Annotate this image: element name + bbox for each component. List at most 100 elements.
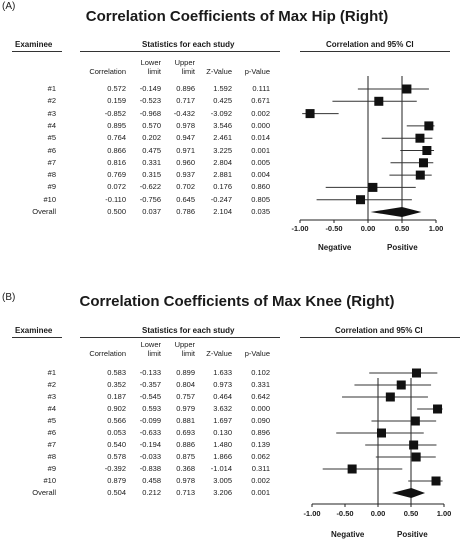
panel-b: (B) Correlation Coefficients of Max Knee… [0, 284, 474, 548]
effect-marker [415, 170, 425, 180]
examinee-label: #3 [47, 392, 56, 401]
column-header-z-value: Z-Value [206, 349, 232, 358]
effect-marker [396, 380, 406, 390]
lower-limit-cell: -0.838 [139, 464, 161, 473]
correlation-cell: 0.500 [107, 207, 126, 216]
column-header-z-value: Z-Value [206, 67, 232, 76]
examinee-label: #5 [47, 416, 56, 425]
upper-limit-cell: 0.978 [176, 120, 195, 130]
correlation-cell: 0.816 [107, 157, 126, 167]
chart-title: Correlation Coefficients of Max Hip (Rig… [85, 8, 389, 25]
z-value-cell: -1.014 [210, 464, 232, 473]
header-plot: Correlation and 95% CI [326, 40, 414, 49]
p-value-cell: 0.896 [251, 428, 270, 437]
correlation-cell: -0.852 [104, 108, 126, 118]
upper-limit-cell: 0.960 [176, 157, 195, 167]
header-rule [12, 337, 62, 338]
z-value-cell: 3.005 [213, 476, 232, 485]
panel-label: (A) [2, 1, 16, 12]
header-stats: Statistics for each study [142, 40, 235, 49]
lower-limit-cell: 0.593 [142, 404, 161, 413]
examinee-label: #8 [47, 170, 56, 180]
lower-limit-cell: -0.622 [139, 182, 161, 192]
correlation-cell: 0.566 [107, 416, 126, 425]
z-value-cell: 1.697 [213, 416, 232, 425]
z-value-cell: -3.092 [210, 108, 232, 118]
p-value-cell: 0.805 [251, 194, 270, 204]
effect-marker [356, 195, 366, 205]
examinee-label: #1 [47, 368, 56, 377]
header-rule [80, 337, 280, 338]
p-value-cell: 0.671 [251, 96, 270, 106]
x-tick-label: 0.50 [403, 509, 419, 518]
p-value-cell: 0.311 [251, 464, 270, 473]
examinee-label: #4 [47, 404, 56, 413]
examinee-label: #4 [47, 120, 56, 130]
forest-plot [311, 368, 445, 507]
correlation-cell: 0.187 [107, 392, 126, 401]
header-rule [12, 51, 62, 52]
upper-limit-cell: 0.899 [176, 368, 195, 377]
upper-limit-cell: 0.978 [176, 476, 195, 485]
p-value-cell: 0.000 [251, 404, 270, 413]
upper-limit-cell: 0.713 [176, 488, 195, 497]
lower-limit-cell: -0.545 [139, 392, 161, 401]
lower-limit-cell: -0.149 [139, 84, 161, 93]
effect-marker [411, 368, 421, 378]
correlation-cell: -0.110 [105, 194, 126, 204]
correlation-cell: 0.352 [107, 380, 126, 389]
lower-limit-cell: 0.570 [142, 120, 161, 130]
p-value-cell: 0.001 [251, 145, 270, 155]
examinee-label: #9 [47, 464, 56, 473]
upper-limit-cell: 0.979 [176, 404, 195, 413]
correlation-cell: 0.902 [107, 404, 126, 413]
correlation-cell: 0.769 [107, 170, 126, 180]
z-value-cell: 3.206 [213, 488, 232, 497]
correlation-cell: 0.159 [107, 96, 126, 106]
effect-marker [347, 464, 357, 474]
p-value-cell: 0.102 [251, 368, 270, 377]
z-value-cell: 2.104 [213, 207, 232, 216]
examinee-label: #8 [47, 452, 56, 461]
examinee-label: #5 [47, 133, 56, 143]
column-header-p-value: p-Value [244, 349, 270, 358]
chart-title: Correlation Coefficients of Max Knee (Ri… [79, 293, 395, 310]
positive-label: Positive [387, 243, 418, 252]
z-value-cell: 3.632 [213, 404, 232, 413]
lower-limit-cell: 0.212 [142, 488, 161, 497]
upper-limit-cell: 0.757 [176, 392, 195, 401]
upper-limit-cell: 0.971 [176, 145, 195, 155]
z-value-cell: 0.176 [213, 182, 232, 192]
effect-marker [411, 452, 421, 462]
correlation-cell: 0.583 [107, 368, 126, 377]
header-rule [80, 51, 280, 52]
header-rule [300, 51, 450, 52]
column-header-correlation: Correlation [89, 349, 126, 358]
effect-marker [433, 404, 443, 414]
effect-marker [409, 440, 419, 450]
z-value-cell: 2.881 [213, 170, 232, 180]
negative-label: Negative [331, 530, 365, 539]
overall-diamond [370, 207, 422, 217]
lower-limit-cell: 0.475 [142, 145, 161, 155]
p-value-cell: 0.062 [251, 452, 270, 461]
x-tick-label: -1.00 [291, 224, 309, 233]
examinee-label: #7 [47, 157, 56, 167]
lower-limit-cell: -0.633 [139, 428, 161, 437]
overall-label: Overall [32, 207, 56, 216]
x-tick-label: -0.50 [336, 509, 354, 518]
x-tick-label: -0.50 [325, 224, 343, 233]
effect-marker [376, 428, 386, 438]
header-rule [300, 337, 460, 338]
x-tick-label: 0.00 [360, 224, 376, 233]
z-value-cell: 0.464 [213, 392, 232, 401]
lower-limit-cell: 0.331 [142, 157, 161, 167]
column-header-lower-limit: Lower limit [140, 58, 161, 76]
examinee-label: #9 [47, 182, 56, 192]
x-tick-label: 1.00 [428, 224, 444, 233]
p-value-cell: 0.000 [251, 120, 270, 130]
column-header-correlation: Correlation [89, 67, 126, 76]
upper-limit-cell: 0.881 [176, 416, 195, 425]
effect-marker [385, 392, 395, 402]
header-stats: Statistics for each study [142, 326, 235, 335]
